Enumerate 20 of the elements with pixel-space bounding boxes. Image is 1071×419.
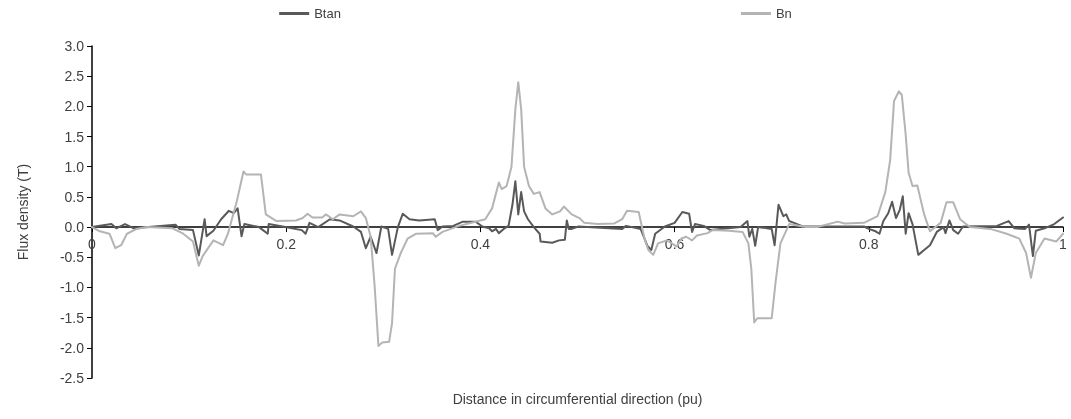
y-tick-label: -0.5: [59, 249, 85, 266]
y-tick-label: -2.5: [59, 370, 85, 386]
x-tick-label: 0.8: [859, 236, 879, 253]
y-tick-label: 2.5: [64, 68, 85, 85]
x-tick-label: 1: [1059, 236, 1068, 253]
x-tick-label: 0.4: [470, 236, 491, 253]
y-tick-label: 1.0: [64, 158, 85, 175]
y-tick-label: 0.0: [64, 219, 85, 236]
y-tick-label: 3.0: [64, 38, 85, 54]
y-tick-label: 2.0: [64, 98, 85, 115]
y-tick-label: 0.5: [64, 188, 85, 205]
x-axis-title: Distance in circumferential direction (pu): [452, 391, 703, 407]
legend-label: Btan: [314, 6, 341, 21]
y-tick-label: -1.5: [59, 309, 85, 326]
y-tick-label: -2.0: [59, 339, 85, 356]
legend-label: Bn: [775, 6, 792, 21]
y-tick-label: 1.5: [64, 128, 85, 145]
y-tick-label: -1.0: [59, 279, 85, 296]
y-axis-title: Flux density (T): [15, 163, 31, 261]
x-tick-label: 0.2: [276, 236, 297, 253]
